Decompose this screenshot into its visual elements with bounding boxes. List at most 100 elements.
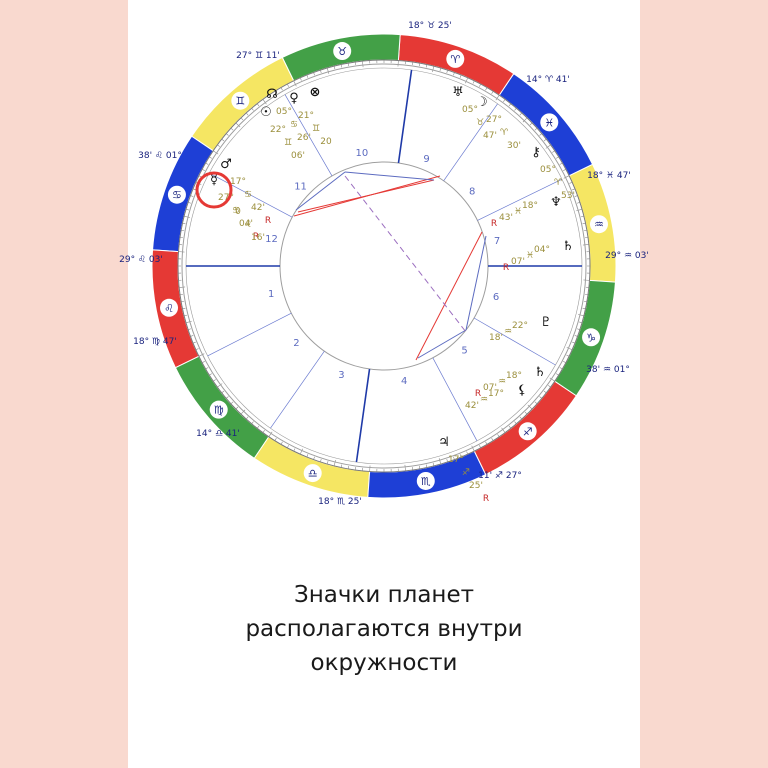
degree-tick bbox=[182, 307, 186, 310]
cusp-label: 11' ♐ 27° bbox=[478, 471, 522, 481]
saturn-point-position-text: 07' bbox=[511, 257, 525, 267]
house-number: 10 bbox=[355, 148, 368, 159]
sign-glyph: ♈ bbox=[450, 53, 460, 66]
pluto-position-text: 18' bbox=[489, 333, 503, 343]
degree-tick bbox=[326, 461, 329, 465]
degree-tick bbox=[209, 156, 213, 159]
house-number: 1 bbox=[268, 289, 274, 300]
sign-glyph: ♒ bbox=[594, 218, 604, 231]
degree-tick bbox=[583, 300, 587, 303]
saturn-position-text: 07' bbox=[483, 383, 497, 393]
sign-glyph-bg bbox=[303, 464, 322, 483]
chiron-icon: ⚷ bbox=[531, 145, 541, 160]
angle-line bbox=[397, 69, 413, 164]
degree-tick bbox=[503, 99, 506, 102]
aspect-line bbox=[415, 231, 483, 361]
degree-tick bbox=[566, 347, 573, 351]
degree-tick bbox=[262, 430, 265, 433]
uranus-position-text: 47' bbox=[483, 131, 497, 141]
aspect-line bbox=[417, 329, 467, 359]
degree-tick bbox=[579, 321, 583, 324]
sign-glyph: ♋ bbox=[172, 189, 182, 202]
degree-tick bbox=[404, 464, 406, 471]
degree-tick bbox=[306, 454, 309, 458]
degree-tick bbox=[418, 465, 421, 469]
aspect-line bbox=[465, 235, 487, 331]
degree-tick bbox=[280, 87, 283, 91]
pluto-position-text: 22° bbox=[512, 321, 528, 331]
house-number: 4 bbox=[401, 376, 407, 387]
degree-tick bbox=[256, 425, 260, 429]
neptune-icon: ♆ bbox=[550, 195, 562, 210]
degree-tick bbox=[274, 91, 277, 95]
degree-tick bbox=[555, 156, 559, 159]
sign-glyph: ♓ bbox=[544, 116, 554, 129]
degree-tick bbox=[529, 122, 533, 126]
aspect-lines bbox=[293, 171, 487, 361]
aspect-line bbox=[297, 179, 435, 213]
saturn-position-text: ♒ bbox=[498, 377, 506, 387]
saturn-icon: ♄ bbox=[534, 365, 546, 380]
degree-tick bbox=[527, 404, 533, 410]
degree-tick bbox=[508, 425, 512, 429]
sign-glyph-bg bbox=[518, 422, 537, 441]
degree-tick bbox=[479, 445, 481, 449]
degree-tick bbox=[459, 74, 462, 78]
degree-tick bbox=[185, 320, 192, 324]
moon-position-text: 27° bbox=[486, 115, 502, 125]
mars-position-text: 17° bbox=[230, 177, 246, 187]
uranus-position-text: ♉ bbox=[476, 118, 484, 128]
degree-tick bbox=[491, 437, 494, 441]
planet-labels: ☊05°♋26'☉22°♊06'♀21°♊20⊗♂17°♋42'R☿27°♋04… bbox=[210, 85, 575, 504]
sign-glyph: ♍ bbox=[214, 404, 224, 417]
extra-point-position-text: ♌ bbox=[244, 220, 252, 230]
pluto-icon: ♇ bbox=[540, 315, 552, 330]
caption: Значки планет располагаются внутри окруж… bbox=[128, 578, 640, 680]
pluto-position-text: ♒ bbox=[504, 327, 512, 337]
venus-position-text: ♊ bbox=[312, 124, 320, 134]
degree-tick bbox=[555, 373, 559, 376]
degree-tick bbox=[287, 445, 289, 449]
degree-tick bbox=[566, 354, 570, 357]
sign-glyph-bg bbox=[160, 298, 179, 317]
mercury-icon: ☿ bbox=[210, 173, 218, 188]
house-number: 2 bbox=[293, 338, 299, 349]
degree-tick bbox=[181, 300, 185, 303]
venus-icon: ♀ bbox=[289, 91, 299, 106]
sign-glyph: ♉ bbox=[337, 45, 347, 58]
degree-tick bbox=[446, 69, 448, 74]
mars-position-text: R bbox=[265, 216, 271, 226]
degree-tick bbox=[485, 441, 488, 445]
degree-tick bbox=[552, 150, 555, 153]
aspect-line bbox=[295, 171, 346, 211]
degree-tick bbox=[479, 83, 481, 87]
degree-tick bbox=[466, 451, 469, 455]
chiron-position-text: ♈ bbox=[554, 178, 563, 188]
jupiter-icon: ♃ bbox=[438, 435, 450, 450]
degree-tick bbox=[226, 133, 229, 136]
house-number: 5 bbox=[461, 345, 467, 356]
sign-glyph-bg bbox=[231, 91, 250, 110]
mercury-position-text: R bbox=[253, 232, 259, 242]
chiron-position-text: 05° bbox=[540, 165, 556, 175]
lilith-position-text: 42' bbox=[465, 401, 479, 411]
sign-glyph-bg bbox=[167, 185, 186, 204]
uranus-position-text: 05° bbox=[462, 105, 478, 115]
degree-tick bbox=[221, 390, 225, 394]
degree-tick bbox=[230, 127, 234, 131]
house-line bbox=[473, 317, 556, 366]
degree-tick bbox=[235, 122, 241, 128]
degree-tick bbox=[559, 162, 563, 165]
degree-tick bbox=[534, 401, 538, 405]
degree-tick bbox=[184, 314, 188, 317]
house-line bbox=[207, 312, 292, 357]
north-node-position-text: 26' bbox=[297, 133, 311, 143]
house-number: 12 bbox=[265, 234, 278, 245]
cusp-label: 18° ♓ 47' bbox=[587, 171, 631, 181]
degree-tick bbox=[539, 396, 542, 399]
lilith-position-text: ♒ bbox=[480, 395, 488, 405]
degree-tick bbox=[501, 427, 506, 433]
house-number: 11 bbox=[294, 181, 307, 192]
degree-tick bbox=[226, 396, 229, 399]
